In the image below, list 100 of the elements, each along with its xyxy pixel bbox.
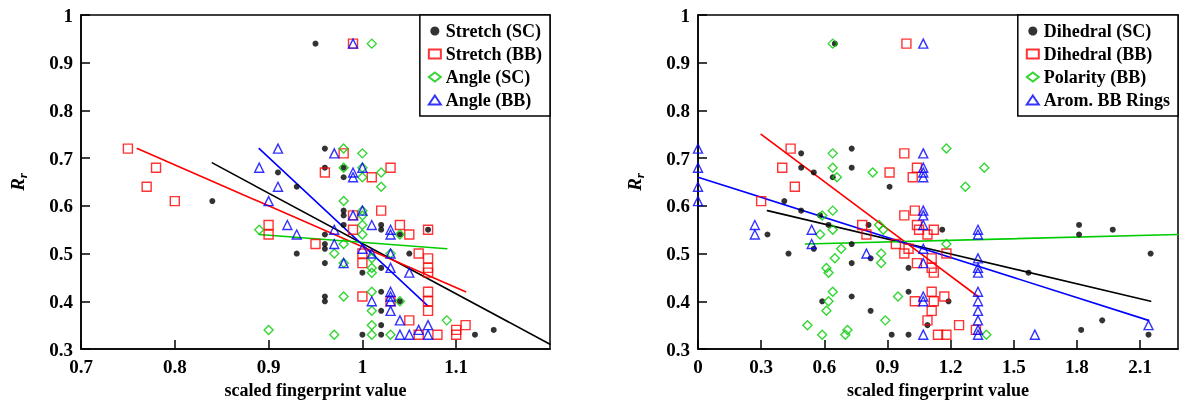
point	[979, 162, 990, 173]
point	[366, 319, 377, 331]
point	[347, 172, 359, 183]
point	[340, 212, 347, 219]
point	[321, 231, 328, 238]
point	[1147, 250, 1154, 257]
point	[385, 305, 396, 317]
point	[282, 219, 293, 231]
point	[789, 181, 801, 192]
point	[918, 38, 929, 49]
x-tick-label: 0.6	[812, 356, 837, 377]
point	[953, 319, 965, 331]
point	[939, 226, 946, 233]
point	[1029, 329, 1041, 340]
point	[886, 183, 893, 190]
point	[827, 162, 838, 173]
point	[122, 143, 134, 154]
point	[385, 286, 396, 297]
point	[972, 296, 984, 307]
point	[357, 291, 368, 302]
point	[781, 198, 788, 205]
point	[806, 238, 817, 250]
point	[972, 305, 984, 317]
point	[972, 224, 984, 235]
x-tick-label: 1	[357, 356, 368, 377]
point	[272, 181, 284, 192]
point	[357, 148, 368, 159]
point	[366, 329, 377, 340]
point	[842, 324, 853, 336]
point	[972, 229, 984, 240]
x-axis-title: scaled fingerprint value	[224, 380, 407, 400]
point	[903, 243, 914, 254]
point	[909, 205, 921, 216]
point	[867, 307, 874, 314]
point	[899, 248, 910, 259]
point	[892, 291, 904, 302]
point	[972, 267, 984, 278]
point	[918, 162, 929, 173]
point	[471, 331, 478, 338]
legend-label: Stretch (BB)	[445, 44, 543, 65]
point	[404, 329, 415, 340]
point	[319, 167, 331, 178]
point	[263, 229, 274, 240]
x-tick-label: 1.2	[938, 356, 963, 377]
point	[848, 260, 855, 267]
point	[798, 150, 805, 157]
point	[901, 38, 912, 49]
point	[404, 315, 415, 326]
point	[413, 329, 424, 340]
point	[918, 257, 929, 269]
point	[338, 238, 349, 250]
point	[293, 250, 300, 257]
y-tick-label: 0.4	[49, 290, 74, 312]
point	[926, 305, 937, 317]
point	[972, 262, 984, 274]
point	[394, 219, 406, 231]
point	[878, 224, 889, 235]
point	[321, 298, 328, 305]
x-tick-label: 2.1	[1128, 356, 1152, 377]
point	[422, 262, 434, 274]
point	[263, 219, 274, 231]
point	[926, 286, 937, 297]
x-tick-label: 0.9	[875, 356, 900, 377]
legend-label: Arom. BB Rings	[1043, 90, 1170, 110]
point	[357, 243, 368, 254]
point	[422, 329, 434, 340]
point	[404, 267, 415, 278]
x-tick-label: 1.5	[1001, 356, 1026, 377]
y-axis-title: Rr	[7, 172, 30, 192]
point	[960, 181, 971, 192]
point	[941, 329, 952, 340]
point	[1099, 317, 1106, 324]
point	[310, 238, 321, 250]
point	[911, 219, 923, 231]
legend-label: Polarity (BB)	[1043, 67, 1147, 88]
point	[366, 296, 377, 307]
point	[329, 224, 340, 235]
point	[378, 221, 385, 228]
y-tick-label: 0.7	[49, 147, 74, 169]
y-tick-label: 1	[63, 4, 73, 26]
point	[329, 248, 340, 259]
point	[441, 315, 453, 326]
point	[1076, 221, 1083, 228]
y-tick-label: 0.8	[666, 99, 690, 121]
point	[451, 329, 462, 340]
point	[378, 322, 385, 329]
point	[941, 238, 952, 250]
legend-label: Stretch (SC)	[445, 21, 541, 42]
point	[972, 253, 984, 264]
point	[823, 267, 834, 278]
point	[939, 291, 950, 302]
y-tick-label: 0.4	[666, 290, 691, 312]
point	[814, 229, 826, 240]
point	[375, 181, 387, 192]
x-axis-title: scaled fingerprint value	[847, 380, 1029, 400]
point	[907, 172, 918, 183]
point	[340, 174, 347, 181]
point	[422, 305, 434, 317]
point	[413, 248, 424, 259]
y-axis-title: Rr	[624, 172, 647, 192]
